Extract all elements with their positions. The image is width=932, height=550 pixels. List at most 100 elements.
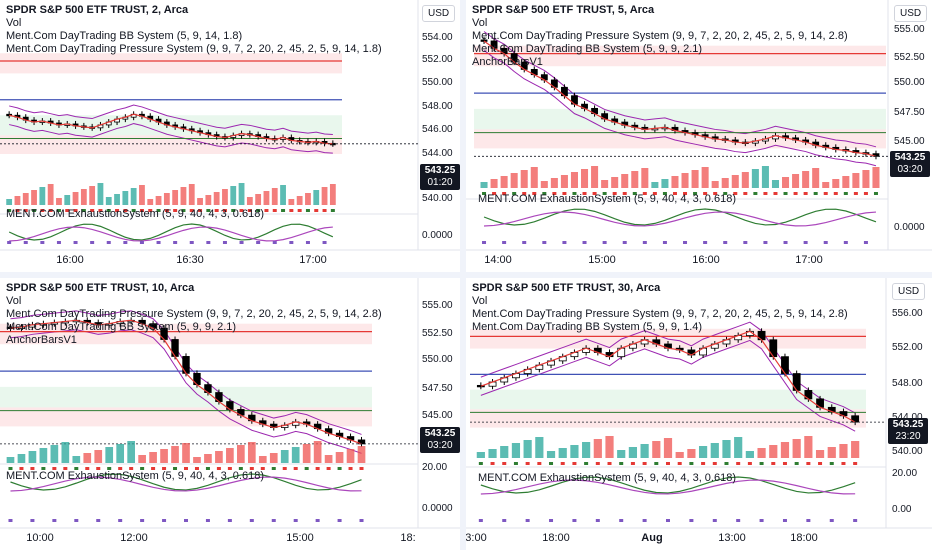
bb-lower-band: [10, 329, 362, 454]
signal-dot: [107, 467, 112, 470]
volume-bar: [698, 446, 708, 458]
signal-dot: [513, 462, 518, 465]
chart-canvas-10min[interactable]: [0, 278, 460, 550]
signal-dot: [723, 192, 728, 195]
signal-dot: [537, 462, 542, 465]
signal-dot: [572, 192, 577, 195]
signal-dot: [562, 192, 567, 195]
signal-dot: [205, 467, 210, 470]
signal-dot: [549, 462, 554, 465]
volume-bar: [745, 451, 754, 458]
signal-dot: [326, 467, 331, 470]
volume-bar: [530, 167, 538, 188]
exhaustion-marker: [173, 241, 178, 244]
signal-dot: [65, 209, 70, 212]
exhaustion-line-green: [10, 473, 362, 491]
volume-bar: [751, 169, 759, 188]
signal-dot: [863, 192, 868, 195]
exhaustion-marker: [763, 241, 768, 244]
signal-dot: [216, 467, 221, 470]
chart-panel-30min[interactable]: SPDR S&P 500 ETF TRUST, 30, Arca Vol Men…: [466, 278, 932, 550]
chart-canvas-2min[interactable]: [0, 0, 460, 272]
signal-dot: [793, 192, 798, 195]
signal-dot: [622, 192, 627, 195]
volume-bar: [827, 447, 836, 458]
signal-dot: [478, 462, 483, 465]
signal-dot: [123, 209, 128, 212]
volume-bar: [17, 454, 26, 463]
volume-bar: [50, 445, 59, 463]
chart-panel-10min[interactable]: SPDR S&P 500 ETF TRUST, 10, Arca Vol Men…: [0, 278, 460, 550]
volume-bar: [357, 446, 366, 463]
signal-dot: [482, 192, 487, 195]
price-tag: 543.25 03:20: [420, 427, 460, 453]
volume-bar: [193, 457, 201, 463]
time-tick: 18:00: [542, 532, 570, 544]
chart-panel-2min[interactable]: SPDR S&P 500 ETF TRUST, 2, Arca Vol Ment…: [0, 0, 460, 272]
y-tick: 540.00: [422, 193, 453, 204]
exhaustion-marker: [52, 519, 57, 522]
currency-button[interactable]: USD: [894, 5, 928, 22]
volume-bar: [163, 193, 170, 205]
zone-band: [0, 407, 372, 427]
currency-button[interactable]: USD: [422, 5, 456, 22]
legend-vol: Vol: [472, 17, 488, 29]
legend-30min: SPDR S&P 500 ETF TRUST, 30, Arca Vol Men…: [472, 282, 848, 334]
exhaustion-marker: [189, 241, 194, 244]
y-tick: 547.50: [894, 107, 925, 118]
y-tick: 544.00: [892, 412, 923, 423]
volume-bar: [61, 442, 70, 463]
signal-dot: [56, 209, 61, 212]
volume-bar: [862, 170, 870, 188]
time-tick: Aug: [641, 532, 663, 544]
time-tick: 17:00: [299, 254, 327, 266]
signal-dot: [512, 192, 517, 195]
signal-dot: [632, 192, 637, 195]
legend-5min: SPDR S&P 500 ETF TRUST, 5, Arca Vol Ment…: [472, 4, 848, 69]
exhaustion-marker: [315, 519, 320, 522]
volume-bar: [731, 175, 739, 188]
volume-bar: [160, 449, 168, 463]
exhaustion-marker: [549, 519, 554, 522]
panel-divider-horizontal[interactable]: [0, 272, 932, 278]
bb-lower-band: [480, 339, 856, 432]
exhaustion-marker: [782, 519, 787, 522]
currency-button[interactable]: USD: [892, 283, 926, 300]
signal-dot: [118, 467, 123, 470]
signal-dot: [15, 209, 20, 212]
y-tick: 20.00: [892, 468, 918, 479]
volume-bar: [139, 185, 145, 205]
volume-bar: [172, 190, 179, 205]
y-tick: 556.00: [892, 308, 923, 319]
signal-dot: [238, 467, 243, 470]
y-tick: 550.00: [422, 77, 453, 88]
legend-10min: SPDR S&P 500 ETF TRUST, 10, Arca Vol Men…: [6, 282, 382, 347]
signal-dot: [271, 467, 276, 470]
signal-dot: [32, 209, 37, 212]
volume-bar: [258, 456, 267, 463]
zone-band: [0, 53, 342, 74]
y-tick: 547.50: [422, 383, 453, 394]
chart-title: SPDR S&P 500 ETF TRUST, 10, Arca: [6, 282, 195, 294]
bar-countdown: 03:20: [897, 164, 923, 175]
volume-bar: [204, 454, 212, 463]
chart-canvas-30min[interactable]: [466, 278, 932, 550]
chart-canvas-5min[interactable]: [466, 0, 932, 272]
exhaustion-marker: [562, 241, 567, 244]
zone-band: [0, 386, 372, 408]
zone-band: [474, 108, 886, 130]
ma-line: [10, 319, 362, 445]
volume-bar: [280, 185, 286, 205]
legend-pressure: Ment.Com DayTrading Pressure System (9, …: [6, 43, 382, 55]
signal-dot: [552, 192, 557, 195]
signal-dot: [98, 209, 103, 212]
exhaustion-marker: [642, 519, 647, 522]
exhaustion-marker: [502, 241, 507, 244]
exhaustion-marker: [619, 519, 624, 522]
time-tick: 17:00: [795, 254, 823, 266]
legend-anchor: AnchorBarsV1: [472, 56, 543, 68]
signal-dot: [131, 209, 136, 212]
signal-dot: [305, 209, 310, 212]
bb-upper-band: [483, 31, 877, 148]
chart-panel-5min[interactable]: SPDR S&P 500 ETF TRUST, 5, Arca Vol Ment…: [466, 0, 932, 272]
